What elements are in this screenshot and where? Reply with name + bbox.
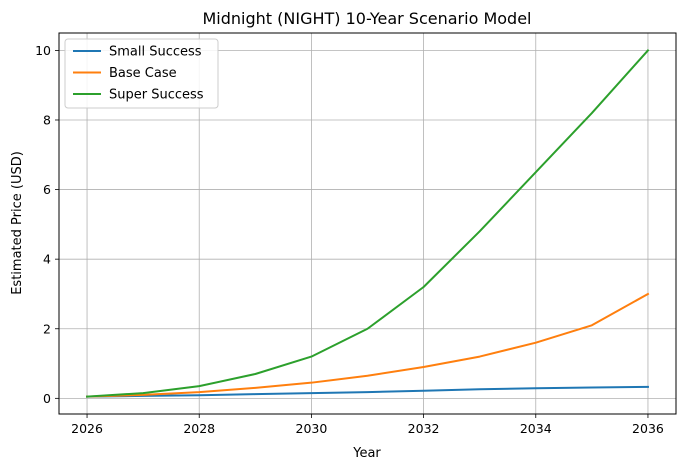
x-tick-label: 2026 <box>71 421 103 436</box>
series-line-small-success <box>86 385 649 398</box>
y-tick-label: 6 <box>43 182 51 197</box>
x-axis: 2026 2028 2030 2032 2034 2036 <box>71 414 664 436</box>
y-tick-label: 8 <box>43 112 51 127</box>
legend-label-base-case: Base Case <box>109 66 177 81</box>
legend: Small Success Base Case Super Success <box>64 38 219 109</box>
y-tick-label: 4 <box>43 252 51 267</box>
x-tick-label: 2028 <box>183 421 215 436</box>
y-tick-label: 2 <box>43 321 51 336</box>
series-line-base-case <box>86 292 650 398</box>
x-tick-label: 2032 <box>408 421 440 436</box>
x-tick-label: 2034 <box>520 421 552 436</box>
series-layer <box>85 48 650 398</box>
x-axis-label: Year <box>352 446 381 461</box>
chart-title: Midnight (NIGHT) 10-Year Scenario Model <box>203 9 532 28</box>
x-tick-label: 2036 <box>632 421 664 436</box>
y-axis: 0 2 4 6 8 10 <box>35 43 59 406</box>
y-tick-label: 10 <box>35 43 51 58</box>
legend-label-super-success: Super Success <box>109 88 204 103</box>
y-axis-label: Estimated Price (USD) <box>10 151 25 295</box>
y-tick-label: 0 <box>43 391 51 406</box>
legend-label-small-success: Small Success <box>109 45 202 60</box>
series-line-super-success <box>85 48 650 398</box>
plot-frame <box>58 32 677 415</box>
x-tick-label: 2030 <box>296 421 328 436</box>
legend-box <box>64 38 219 109</box>
